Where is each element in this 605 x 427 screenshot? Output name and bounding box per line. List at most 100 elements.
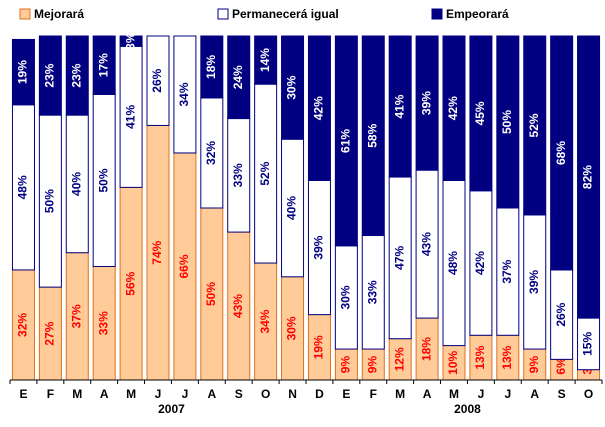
data-label: 50% [43,189,57,213]
data-label: 19% [16,60,30,84]
x-tick-label: E [342,387,350,401]
legend-label: Empeorará [446,7,509,21]
data-label: 32% [204,141,218,165]
data-label: 10% [446,350,460,374]
data-label: 40% [69,172,83,196]
x-tick-label: J [478,387,485,401]
x-tick-label: O [584,387,593,401]
data-label: 18% [419,337,433,361]
legend-swatch [217,8,229,20]
data-label: 52% [527,113,541,137]
data-label: 34% [177,82,191,106]
data-label: 68% [554,141,568,165]
bar-segment [65,35,89,116]
data-label: 39% [527,270,541,294]
data-label: 50% [500,110,514,134]
group-label: 2008 [454,402,481,416]
data-label: 13% [473,345,487,369]
data-label: 30% [339,285,353,309]
data-label: 14% [258,48,272,72]
x-tick-label: N [288,387,297,401]
x-tick-label: A [530,387,539,401]
x-tick-label: A [100,387,109,401]
x-tick-label: M [449,387,459,401]
x-tick-label: A [207,387,216,401]
bar-segment [227,35,251,120]
bar-segment [307,35,331,181]
data-label: 39% [419,91,433,115]
data-label: 33% [96,311,110,335]
bar-segment [119,35,143,47]
bar-segment [173,35,197,154]
data-label: 82% [581,165,595,189]
data-label: 40% [285,196,299,220]
data-label: 33% [365,280,379,304]
data-label: 18% [204,55,218,79]
legend-label: Permanecerá igual [232,7,339,21]
data-label: 13% [500,345,514,369]
data-label: 37% [500,259,514,283]
data-label: 50% [96,168,110,192]
data-label: 66% [177,254,191,278]
bar-segment [415,35,439,171]
data-label: 41% [392,94,406,118]
x-tick-label: E [19,387,27,401]
data-label: 23% [43,63,57,87]
data-label: 23% [69,63,83,87]
x-tick-label: M [395,387,405,401]
data-label: 9% [365,356,379,374]
data-label: 6% [554,357,568,375]
data-label: 9% [339,356,353,374]
bar-segment [442,35,466,181]
data-label: 26% [554,302,568,326]
data-label: 32% [16,313,30,337]
x-tick-label: O [261,387,270,401]
data-label: 12% [392,347,406,371]
data-label: 19% [312,335,326,359]
data-label: 9% [527,356,541,374]
x-tick-label: J [182,387,189,401]
x-tick-label: F [47,387,54,401]
x-tick-label: D [315,387,324,401]
x-tick-label: S [558,387,566,401]
group-label: 2007 [158,402,185,416]
legend-swatch [19,8,31,20]
bar-segment [388,35,412,178]
data-label: 56% [123,271,137,295]
data-label: 43% [231,294,245,318]
bar-segment [281,35,305,140]
data-label: 58% [365,123,379,147]
bar-segment [38,35,62,116]
bar-segment [146,35,170,126]
bar-segment [254,35,278,85]
x-tick-label: M [72,387,82,401]
data-label: 61% [339,129,353,153]
bar-segment [496,35,520,209]
bar-segment [200,35,224,99]
bar-segment [11,38,35,106]
data-label: 45% [473,101,487,125]
bar-segment [469,35,493,192]
data-label: 3% [123,32,137,50]
data-label: 39% [312,235,326,259]
data-label: 26% [150,68,164,92]
data-label: 34% [258,309,272,333]
data-label: 48% [446,251,460,275]
data-label: 43% [419,232,433,256]
bar-segment [577,35,601,319]
data-label: 52% [258,161,272,185]
x-tick-label: J [504,387,511,401]
data-label: 15% [581,332,595,356]
x-tick-label: M [126,387,136,401]
bar-segment [550,35,574,271]
data-label: 47% [392,246,406,270]
data-label: 48% [16,175,30,199]
data-label: 30% [285,75,299,99]
legend-label: Mejorará [34,7,84,21]
data-label: 42% [446,96,460,120]
data-label: 27% [43,321,57,345]
data-label: 30% [285,316,299,340]
x-tick-label: A [423,387,432,401]
legend-swatch [431,8,443,20]
